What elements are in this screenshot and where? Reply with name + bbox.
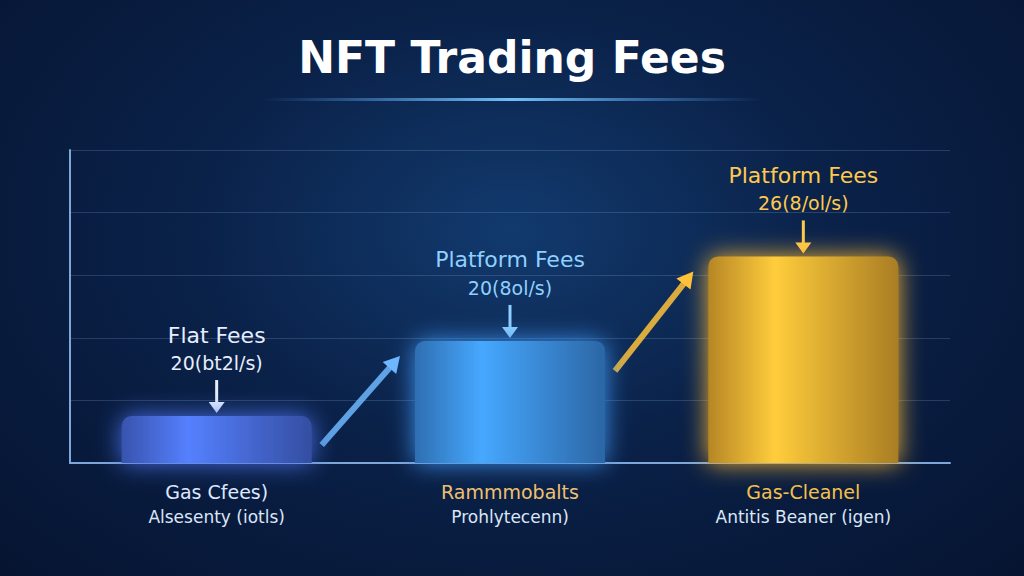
- svg-text:Gas-Cleanel: Gas-Cleanel: [746, 481, 860, 503]
- svg-text:20(8ol/s): 20(8ol/s): [468, 277, 552, 299]
- svg-text:Flat Fees: Flat Fees: [168, 323, 266, 348]
- svg-text:Antitis Beaner (igen): Antitis Beaner (igen): [716, 507, 892, 527]
- svg-text:Gas Cfees): Gas Cfees): [165, 481, 268, 503]
- svg-text:Prohlytecenn): Prohlytecenn): [451, 507, 569, 527]
- svg-text:Platform Fees: Platform Fees: [728, 163, 878, 188]
- svg-text:NFT Trading Fees: NFT Trading Fees: [298, 32, 726, 83]
- svg-text:Rammmobalts: Rammmobalts: [441, 481, 579, 503]
- svg-text:Alsesenty (iotls): Alsesenty (iotls): [148, 507, 285, 527]
- svg-text:Platform Fees: Platform Fees: [435, 247, 585, 272]
- svg-text:20(bt2l/s): 20(bt2l/s): [171, 352, 263, 374]
- svg-text:26(8/ol/s): 26(8/ol/s): [758, 192, 849, 214]
